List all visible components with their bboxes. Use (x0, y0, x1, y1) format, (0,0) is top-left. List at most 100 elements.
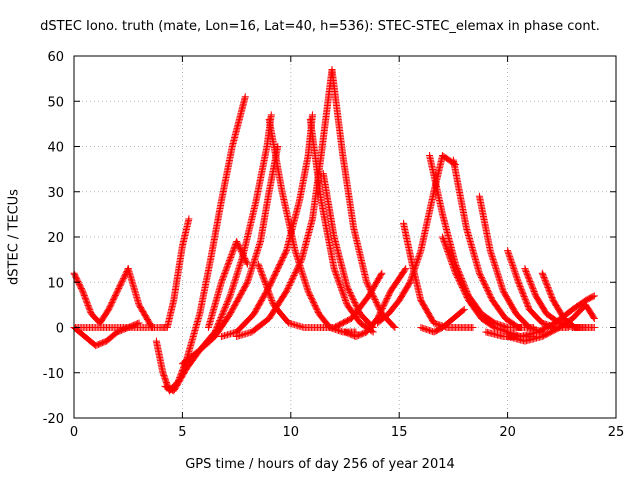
data-point (479, 276, 487, 284)
data-point (291, 270, 299, 278)
data-point (409, 269, 417, 277)
data-point (266, 291, 274, 299)
data-point (541, 276, 549, 284)
data-point (496, 326, 504, 334)
data-point (446, 253, 454, 261)
data-point (493, 325, 501, 333)
data-point (226, 255, 234, 263)
data-point (590, 313, 598, 321)
data-point (285, 283, 293, 291)
data-point (223, 262, 231, 270)
data-point (440, 237, 448, 245)
data-point (540, 273, 548, 281)
data-series (475, 192, 546, 336)
data-point (415, 251, 423, 259)
data-series (70, 265, 132, 327)
data-point (402, 265, 410, 273)
data-point (408, 274, 416, 282)
data-point (339, 289, 347, 297)
data-point (517, 284, 525, 292)
data-point (450, 265, 458, 273)
x-tick-label: 25 (608, 425, 625, 440)
data-point (480, 278, 488, 286)
data-point (443, 245, 451, 253)
data-point (374, 301, 382, 309)
data-point (513, 274, 521, 282)
data-point (378, 269, 386, 277)
data-point (262, 281, 270, 289)
data-point (222, 265, 230, 273)
data-series (254, 260, 386, 331)
data-point (452, 269, 460, 277)
data-point (482, 282, 490, 290)
data-point (527, 324, 535, 332)
data-point (337, 328, 345, 336)
data-point (336, 281, 344, 289)
data-point (417, 324, 425, 331)
x-tick-label: 20 (499, 425, 516, 440)
data-point (267, 111, 275, 119)
data-point (372, 298, 380, 306)
data-point (522, 268, 530, 276)
data-point (524, 301, 532, 309)
data-point (378, 306, 386, 314)
data-point (475, 269, 483, 277)
data-point (346, 288, 354, 296)
data-point (335, 279, 343, 287)
data-point (378, 304, 386, 312)
data-point (510, 266, 518, 274)
data-point (415, 253, 423, 261)
data-point (410, 266, 418, 274)
data-point (333, 273, 341, 281)
data-point (331, 266, 339, 274)
data-point (308, 111, 316, 119)
data-point (482, 283, 490, 291)
data-point (216, 316, 224, 324)
data-point (495, 325, 503, 333)
data-point (542, 279, 550, 287)
data-point (454, 273, 462, 281)
data-point (446, 255, 454, 263)
data-point (330, 265, 338, 273)
axis-ticks: 0 5 10 15 20 25 -20 -10 0 10 20 30 40 50 60 (43, 50, 625, 440)
data-point (267, 295, 275, 303)
data-point (408, 272, 416, 280)
data-point (282, 287, 290, 295)
data-point (407, 275, 415, 283)
data-point (226, 256, 234, 264)
data-point (347, 291, 355, 299)
y-tick-label: -10 (43, 367, 64, 382)
data-point (257, 267, 265, 275)
data-point (509, 262, 517, 270)
data-point (337, 285, 345, 293)
data-point (476, 271, 484, 279)
data-point (518, 288, 526, 296)
data-point (220, 271, 228, 279)
data-point (265, 288, 273, 296)
data-point (258, 269, 266, 277)
y-tick-label: 30 (47, 186, 64, 201)
data-point (338, 286, 346, 294)
data-point (349, 294, 357, 302)
data-point (349, 296, 357, 304)
data-markers (70, 66, 598, 395)
data-point (444, 247, 452, 255)
data-series (70, 319, 143, 350)
data-point (243, 260, 251, 268)
data-point (290, 271, 298, 279)
data-point (590, 324, 598, 331)
data-point (411, 265, 419, 273)
data-point (268, 297, 276, 305)
data-point (243, 259, 251, 267)
data-point (263, 283, 271, 291)
data-point (456, 279, 464, 287)
data-point (442, 242, 450, 250)
data-point (219, 308, 227, 316)
data-point (484, 286, 492, 294)
data-point (217, 278, 225, 286)
y-tick-label: -20 (43, 412, 64, 427)
x-tick-label: 5 (178, 425, 186, 440)
data-point (283, 286, 291, 294)
data-point (516, 281, 524, 289)
